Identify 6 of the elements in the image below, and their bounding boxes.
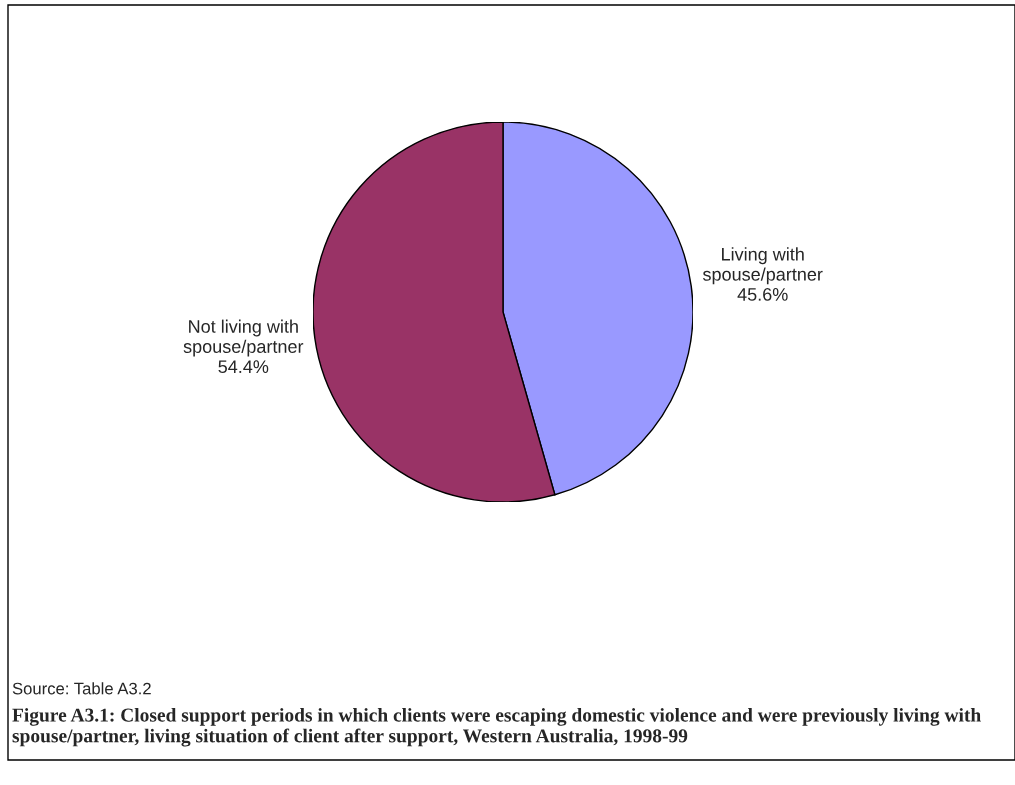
data-label: 45.6%: [737, 288, 788, 301]
slice-label: Living with spouse/partner: [702, 247, 823, 285]
source-note: Source: Table A3.2: [12, 682, 151, 695]
slice-label: Not living with spouse/partner: [183, 319, 304, 357]
data-label: 54.4%: [218, 360, 269, 374]
caption: Figure A3.1: Closed support periods in which clients were escaping domestic violence and were previously living with spouse/partner, living situation of client after support, Western Australia, 1998-99: [12, 708, 981, 747]
